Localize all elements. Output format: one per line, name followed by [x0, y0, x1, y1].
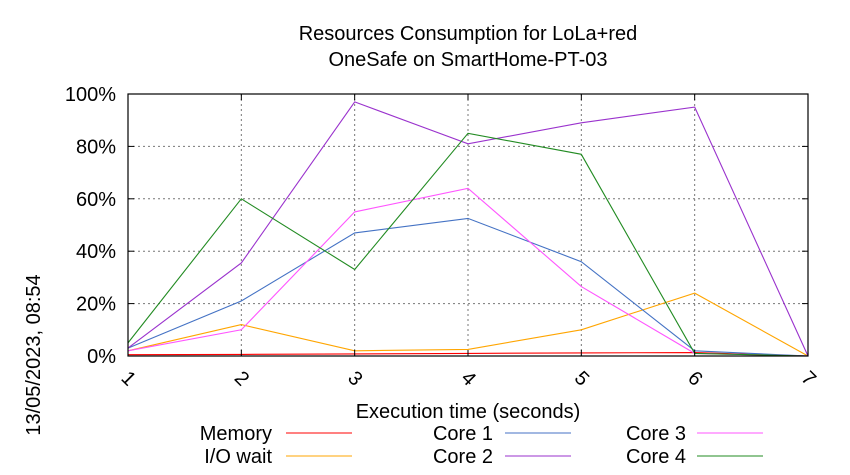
timestamp: 13/05/2023, 08:54	[23, 274, 45, 435]
legend-label: Core 2	[433, 446, 493, 468]
legend-label: Core 1	[433, 423, 493, 445]
series-line-i-o-wait	[127, 292, 809, 357]
y-tick-label: 0%	[87, 346, 116, 368]
x-tick-label: 5	[570, 367, 593, 390]
y-tick-label: 60%	[76, 189, 116, 211]
y-tick-label: 20%	[76, 294, 116, 316]
legend-label: Memory	[200, 423, 272, 445]
legend-label: I/O wait	[204, 446, 272, 468]
x-tick-label: 4	[457, 367, 480, 390]
x-tick-label: 2	[230, 367, 253, 390]
series-line-core-2	[127, 101, 809, 357]
grid-lines	[128, 94, 808, 356]
tick-marks	[127, 93, 809, 357]
y-tick-label: 40%	[76, 241, 116, 263]
y-tick-label: 100%	[65, 84, 116, 106]
legend-label: Core 4	[626, 446, 686, 468]
chart-title-line-1: Resources Consumption for LoLa+red	[299, 23, 638, 45]
y-tick-label: 80%	[76, 136, 116, 158]
x-tick-label: 7	[797, 367, 820, 390]
x-tick-label: 1	[117, 367, 140, 390]
x-tick-labels: 1 2 3 4 5 6 7	[117, 367, 820, 390]
chart-title-line-2: OneSafe on SmartHome-PT-03	[328, 49, 607, 71]
x-tick-label: 3	[343, 367, 366, 390]
y-tick-labels: 0% 20% 40% 60% 80% 100%	[65, 84, 116, 368]
x-axis-label: Execution time (seconds)	[356, 401, 581, 423]
legend-label: Core 3	[626, 423, 686, 445]
x-tick-label: 6	[683, 367, 706, 390]
